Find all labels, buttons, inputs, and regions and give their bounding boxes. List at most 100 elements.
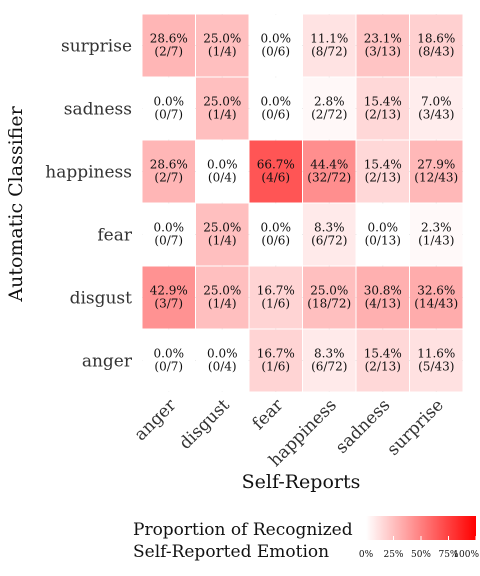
heatmap-cell-fill bbox=[196, 203, 249, 266]
cell-percent-label: 23.1% bbox=[364, 32, 402, 46]
cell-percent-label: 18.6% bbox=[417, 32, 455, 46]
y-tick-label: happiness bbox=[45, 163, 132, 183]
heatmap-cell-fill bbox=[249, 140, 302, 203]
cell-percent-label: 16.7% bbox=[257, 347, 295, 361]
heatmap-cell: 28.6%(2/7) bbox=[142, 140, 195, 203]
cell-count-label: (0/7) bbox=[154, 360, 183, 374]
heatmap-cell-fill bbox=[142, 14, 195, 77]
cell-percent-label: 16.7% bbox=[257, 284, 295, 298]
heatmap-cell-fill bbox=[303, 140, 356, 203]
heatmap-cell-fill bbox=[410, 140, 463, 203]
heatmap-cell: 25.0%(1/4) bbox=[196, 77, 249, 140]
cell-count-label: (2/13) bbox=[365, 108, 401, 122]
cell-percent-label: 44.4% bbox=[310, 158, 348, 172]
y-tick-labels: surprise sadness happiness fear disgust anger bbox=[45, 37, 133, 372]
cell-count-label: (6/72) bbox=[311, 360, 347, 374]
heatmap-cell-fill bbox=[303, 329, 356, 392]
heatmap-cell-fill bbox=[410, 77, 463, 140]
heatmap-cell: 0.0%(0/4) bbox=[196, 140, 249, 203]
cell-count-label: (4/13) bbox=[365, 297, 401, 311]
cell-count-label: (4/6) bbox=[261, 171, 290, 185]
cell-percent-label: 0.0% bbox=[261, 221, 292, 235]
heatmap-cell: 25.0%(1/4) bbox=[196, 14, 249, 77]
heatmap-cell: 7.0%(3/43) bbox=[410, 77, 463, 140]
x-tick-label: anger bbox=[131, 395, 181, 445]
cell-percent-label: 25.0% bbox=[203, 221, 241, 235]
heatmap-cell: 42.9%(3/7) bbox=[142, 266, 195, 329]
heatmap-cell-fill bbox=[356, 140, 409, 203]
cell-percent-label: 32.6% bbox=[417, 284, 455, 298]
legend-tick-label: 50% bbox=[411, 550, 431, 560]
cell-percent-label: 11.1% bbox=[310, 32, 348, 46]
cell-count-label: (2/72) bbox=[311, 108, 347, 122]
cell-count-label: (8/43) bbox=[418, 45, 454, 59]
cell-percent-label: 25.0% bbox=[203, 95, 241, 109]
y-tick-label: anger bbox=[82, 352, 133, 372]
heatmap-cell-fill bbox=[410, 329, 463, 392]
cell-count-label: (1/4) bbox=[208, 297, 237, 311]
heatmap-cell: 0.0%(0/7) bbox=[142, 329, 195, 392]
panel-background bbox=[142, 14, 463, 392]
y-tick-label: fear bbox=[97, 226, 132, 246]
cell-percent-label: 15.4% bbox=[364, 95, 402, 109]
cell-percent-label: 0.0% bbox=[207, 158, 238, 172]
cell-percent-label: 8.3% bbox=[314, 221, 345, 235]
heatmap-cell-fill bbox=[410, 266, 463, 329]
x-tick-label: fear bbox=[249, 395, 288, 434]
heatmap-cell-fill bbox=[303, 266, 356, 329]
cell-count-label: (2/13) bbox=[365, 171, 401, 185]
heatmap-cell: 16.7%(1/6) bbox=[249, 329, 302, 392]
heatmap-cell: 15.4%(2/13) bbox=[356, 77, 409, 140]
legend-tick-label: 25% bbox=[383, 550, 403, 560]
cell-percent-label: 25.0% bbox=[310, 284, 348, 298]
cell-count-label: (0/4) bbox=[208, 171, 237, 185]
heatmap-cell-fill bbox=[249, 14, 302, 77]
cell-count-label: (2/7) bbox=[154, 171, 183, 185]
heatmap-cell: 2.8%(2/72) bbox=[303, 77, 356, 140]
cell-count-label: (1/43) bbox=[418, 234, 454, 248]
heatmap-cell-fill bbox=[356, 77, 409, 140]
cell-percent-label: 0.0% bbox=[154, 221, 185, 235]
heatmap-cell-fill bbox=[303, 14, 356, 77]
legend-title-line-1: Proportion of Recognized bbox=[133, 520, 353, 540]
heatmap-cell-fill bbox=[303, 77, 356, 140]
heatmap-cell: 32.6%(14/43) bbox=[410, 266, 463, 329]
heatmap-cell: 44.4%(32/72) bbox=[303, 140, 356, 203]
cell-count-label: (0/4) bbox=[208, 360, 237, 374]
heatmap-cell: 25.0%(1/4) bbox=[196, 266, 249, 329]
heatmap-cell: 15.4%(2/13) bbox=[356, 140, 409, 203]
heatmap-cell: 25.0%(18/72) bbox=[303, 266, 356, 329]
heatmap-cell: 8.3%(6/72) bbox=[303, 203, 356, 266]
cell-count-label: (0/6) bbox=[261, 45, 290, 59]
cell-percent-label: 7.0% bbox=[421, 95, 452, 109]
cell-count-label: (8/72) bbox=[311, 45, 347, 59]
heatmap-cell: 0.0%(0/4) bbox=[196, 329, 249, 392]
heatmap-cell: 16.7%(1/6) bbox=[249, 266, 302, 329]
cell-percent-label: 11.6% bbox=[417, 347, 455, 361]
cell-count-label: (6/72) bbox=[311, 234, 347, 248]
cell-count-label: (0/13) bbox=[365, 234, 401, 248]
y-tick-label: disgust bbox=[70, 289, 133, 309]
x-axis-title: Self-Reports bbox=[242, 471, 361, 493]
heatmap-cell-fill bbox=[303, 203, 356, 266]
cell-percent-label: 66.7% bbox=[257, 158, 295, 172]
heatmap-cell: 0.0%(0/6) bbox=[249, 14, 302, 77]
cell-percent-label: 0.0% bbox=[207, 347, 238, 361]
heatmap-cell-fill bbox=[410, 14, 463, 77]
heatmap-cell: 27.9%(12/43) bbox=[410, 140, 463, 203]
heatmap-cell-fill bbox=[356, 203, 409, 266]
cell-percent-label: 0.0% bbox=[261, 95, 292, 109]
cell-count-label: (0/6) bbox=[261, 108, 290, 122]
cell-percent-label: 28.6% bbox=[150, 158, 188, 172]
heatmap-cell-fill bbox=[142, 329, 195, 392]
heatmap-cell: 0.0%(0/6) bbox=[249, 77, 302, 140]
heatmap-cell-fill bbox=[142, 140, 195, 203]
cell-percent-label: 30.8% bbox=[364, 284, 402, 298]
heatmap-cell-fill bbox=[196, 140, 249, 203]
cell-percent-label: 2.8% bbox=[314, 95, 345, 109]
x-tick-label: surprise bbox=[383, 395, 447, 459]
heatmap-cell: 11.6%(5/43) bbox=[410, 329, 463, 392]
cell-percent-label: 15.4% bbox=[364, 158, 402, 172]
cell-percent-label: 0.0% bbox=[154, 95, 185, 109]
